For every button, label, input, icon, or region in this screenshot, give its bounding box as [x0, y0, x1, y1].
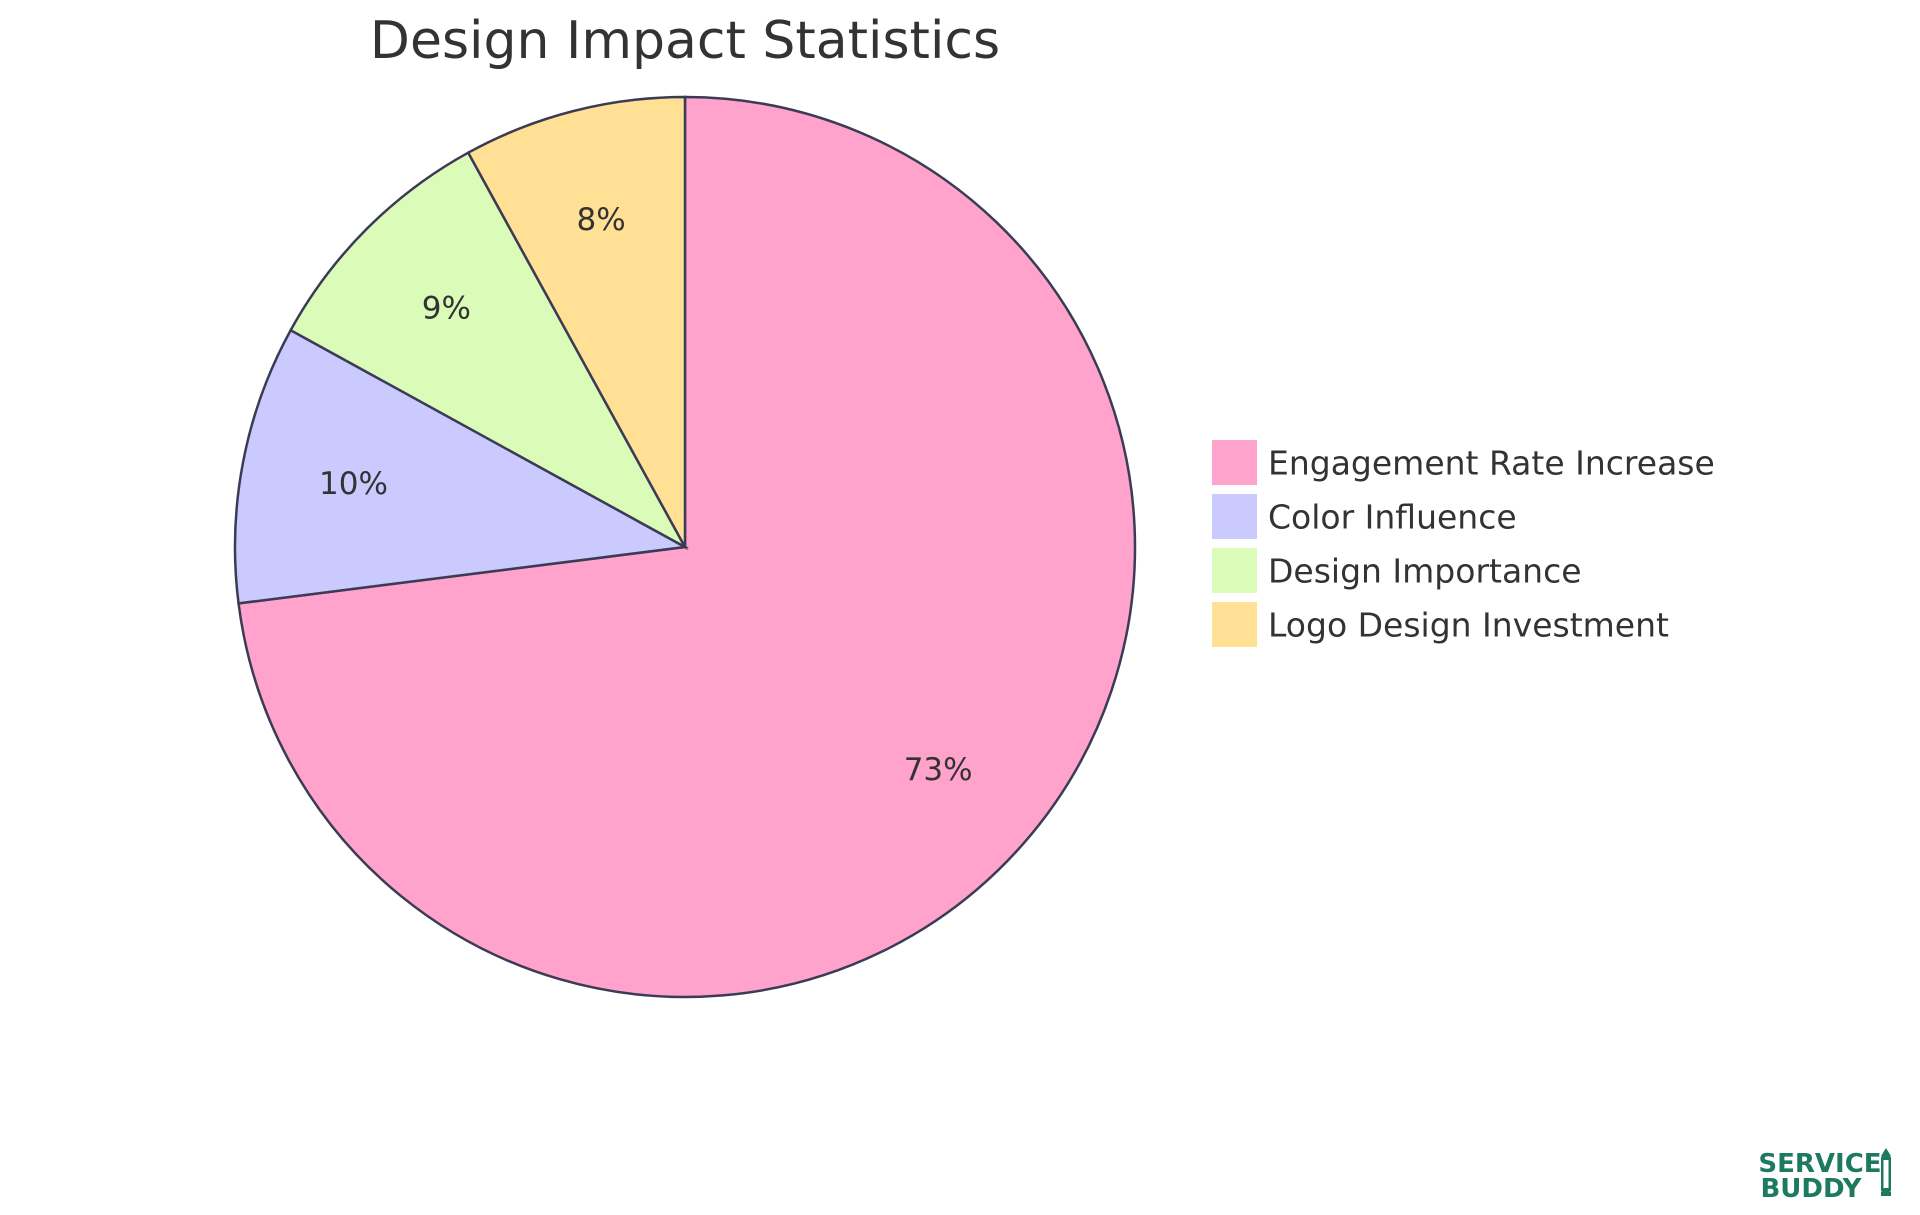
legend-swatch	[1212, 602, 1257, 647]
slice-percent-label: 9%	[422, 290, 471, 326]
slice-percent-label: 8%	[576, 202, 625, 238]
pie-slice-logo-design-investment	[466, 95, 687, 548]
pencil-icon	[1881, 1148, 1891, 1196]
legend: Engagement Rate Increase Color Influence D…	[1212, 440, 1715, 647]
legend-label: Design Importance	[1268, 552, 1582, 591]
pie-slice-color-influence	[233, 328, 689, 605]
legend-label: Engagement Rate Increase	[1268, 444, 1715, 483]
chart-title: Design Impact Statistics	[370, 11, 1000, 71]
legend-label: Color Influence	[1268, 498, 1517, 537]
pie-slice-design-importance	[288, 150, 689, 551]
legend-swatch	[1212, 494, 1257, 539]
slice-percent-label: 73%	[904, 752, 973, 788]
slice-percent-label: 10%	[319, 466, 388, 502]
pie-slices	[233, 95, 1137, 999]
legend-swatch	[1212, 440, 1257, 485]
legend-label: Logo Design Investment	[1268, 606, 1669, 645]
logo-line-2: BUDDY	[1760, 1174, 1862, 1204]
legend-swatch	[1212, 548, 1257, 593]
service-buddy-logo: SERVICE BUDDY	[1758, 1148, 1891, 1204]
pie-slice-labels: 73% 10% 9% 8%	[319, 202, 973, 788]
logo-line-1: SERVICE	[1758, 1149, 1881, 1179]
